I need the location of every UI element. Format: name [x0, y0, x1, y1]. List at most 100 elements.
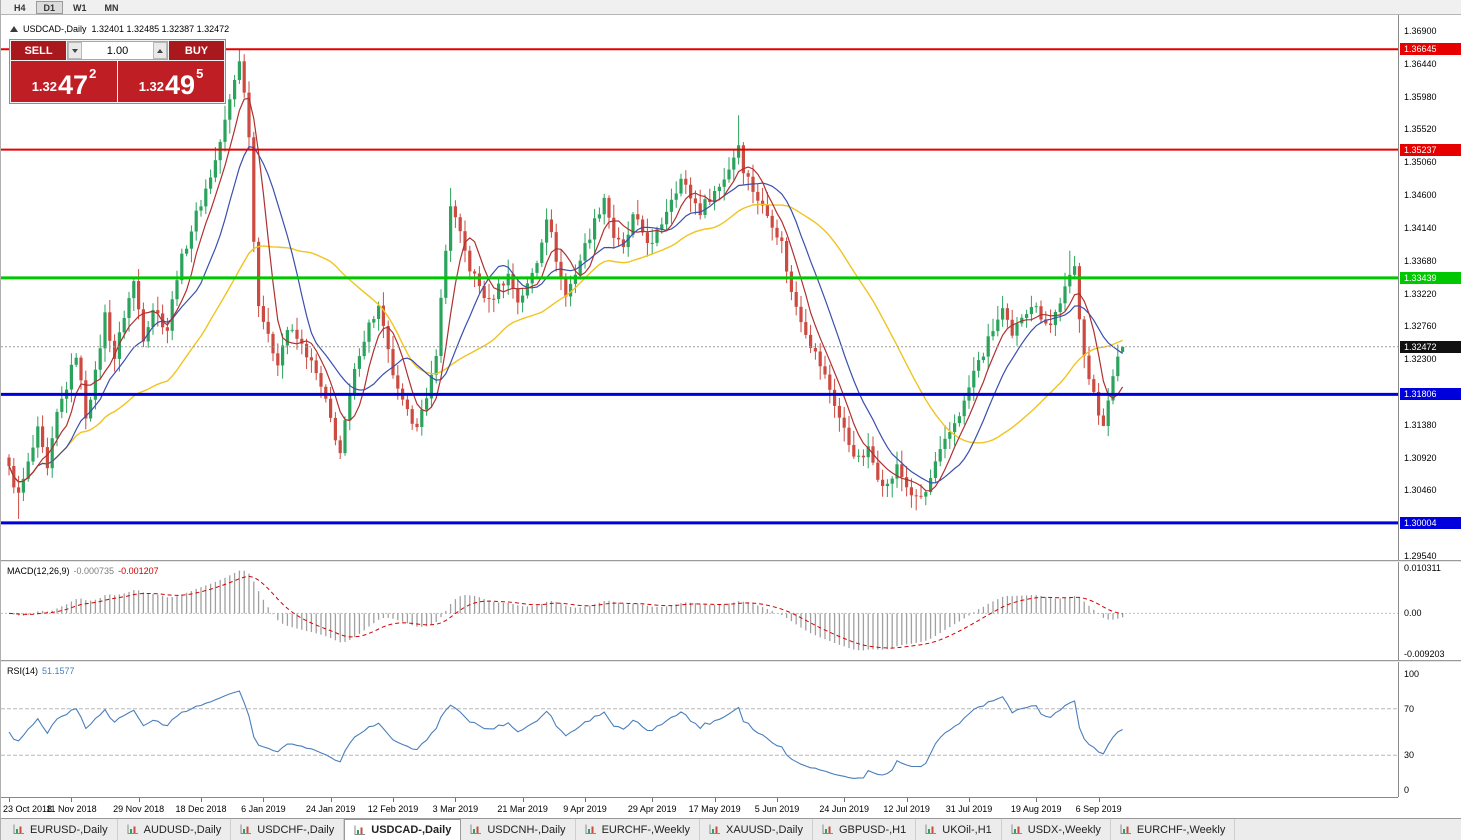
line-price-tag-1.36645[interactable]: 1.36645: [1400, 43, 1461, 56]
timeframe-button-MN[interactable]: MN: [104, 2, 119, 13]
chart-tab-xauusd-daily[interactable]: XAUUSD-,Daily: [700, 819, 813, 840]
macd-signal-value: -0.001207: [118, 566, 159, 576]
chart-title-symbol: USDCAD-,Daily: [23, 24, 87, 34]
rsi-value: 51.1577: [42, 666, 75, 676]
price-axis[interactable]: 1.36900 1.36440 1.35980 1.35520 1.35060 1.346…: [1398, 15, 1461, 797]
time-tick: [1036, 798, 1038, 802]
date-label: 31 Jul 2019: [945, 804, 993, 814]
chart-icon: [240, 824, 252, 834]
chart-tab-usdchf-daily[interactable]: USDCHF-,Daily: [231, 819, 345, 840]
macd-signal-line: [8, 575, 1123, 649]
bid-pipette: 2: [89, 66, 97, 81]
chart-icon: [822, 824, 833, 834]
price-axis-label: 1.35520: [1404, 124, 1437, 135]
tab-label: USDCAD-,Daily: [371, 824, 452, 836]
time-tick: [263, 798, 265, 802]
chart-icon: [925, 824, 937, 834]
line-price-tag-1.31806[interactable]: 1.31806: [1400, 388, 1461, 401]
current-price-tag: 1.32472: [1400, 340, 1461, 353]
volume-spinner: 1.00: [67, 41, 168, 60]
macd-main-value: -0.000735: [73, 566, 115, 576]
time-axis[interactable]: 23 Oct 2018 11 Nov 2018 29 Nov 2018 18 Dec …: [1, 797, 1398, 818]
rsi-pane[interactable]: [1, 662, 1398, 795]
date-label: 17 May 2019: [688, 804, 741, 814]
timeframe-button-W1[interactable]: W1: [73, 2, 87, 13]
tab-label: UKOil-,H1: [942, 823, 992, 836]
price-axis-label: 1.32760: [1404, 321, 1437, 332]
ask-main: 49: [165, 70, 196, 100]
time-tick: [138, 798, 140, 802]
time-tick: [844, 798, 846, 802]
bid-prefix: 1.32: [31, 79, 58, 94]
volume-increase-button[interactable]: [153, 42, 167, 59]
line-price-tag-1.35237[interactable]: 1.35237: [1400, 143, 1461, 156]
tab-label: USDCNH-,Daily: [487, 823, 566, 836]
rsi-axis-label: 0: [1404, 785, 1410, 795]
rsi-line: [8, 690, 1123, 779]
macd-pane[interactable]: [1, 562, 1398, 660]
chart-tab-usdcnh-daily[interactable]: USDCNH-,Daily: [461, 819, 576, 840]
ask-pipette: 5: [196, 66, 204, 81]
macd-axis-label: 0.010311: [1404, 563, 1441, 573]
date-label: 6 Jan 2019: [241, 804, 286, 814]
tab-label: EURCHF-,Weekly: [601, 823, 690, 836]
chart-tab-bar: EURUSD-,Daily AUDUSD-,Daily USDCHF-,Daily U…: [1, 818, 1461, 840]
macd-axis-label: -0.009203: [1404, 649, 1445, 659]
chart-tab-usdx-weekly[interactable]: USDX-,Weekly: [1002, 819, 1111, 840]
chart-tab-audusd-daily[interactable]: AUDUSD-,Daily: [118, 819, 232, 840]
tab-label: GBPUSD-,H1: [839, 823, 907, 836]
tab-label: AUDUSD-,Daily: [143, 823, 222, 836]
collapse-arrow-icon[interactable]: [10, 26, 18, 32]
chart-tab-usdcad-daily[interactable]: USDCAD-,Daily: [344, 819, 462, 840]
chart-icon: [585, 824, 596, 834]
date-label: 9 Apr 2019: [563, 804, 607, 814]
date-label: 18 Dec 2018: [175, 804, 227, 814]
chart-tab-gbpusd-h1[interactable]: GBPUSD-,H1: [813, 819, 917, 840]
tab-label: EURCHF-,Weekly: [1136, 823, 1226, 836]
chart-tab-eurchf-weekly[interactable]: EURCHF-,Weekly: [576, 819, 700, 840]
chart-icon: [470, 824, 482, 834]
rsi-axis-label: 30: [1404, 750, 1415, 761]
time-tick: [585, 798, 586, 802]
time-tick: [1098, 798, 1100, 802]
pane-separator-macd[interactable]: [1, 560, 1461, 562]
ask-price-button[interactable]: 1.32 49 5: [118, 61, 224, 102]
timeframe-toolbar: H4 D1 W1 MN: [1, 0, 1461, 15]
time-tick: [330, 798, 332, 802]
time-tick: [652, 798, 654, 802]
date-label: 24 Jan 2019: [305, 804, 356, 814]
main-price-pane[interactable]: [1, 15, 1398, 560]
tab-label: USDCHF-,Daily: [257, 823, 335, 836]
line-price-tag-1.33439[interactable]: 1.33439: [1400, 271, 1461, 284]
timeframe-button-D1[interactable]: D1: [35, 0, 64, 14]
buy-button[interactable]: BUY: [169, 41, 224, 60]
time-tick: [201, 798, 202, 802]
price-axis-label: 1.35060: [1404, 157, 1437, 168]
volume-decrease-button[interactable]: [68, 42, 82, 59]
bid-price-button[interactable]: 1.32 47 2: [11, 61, 117, 102]
chart-icon: [13, 824, 24, 834]
price-axis-label: 1.33220: [1404, 288, 1437, 299]
chart-icon: [127, 824, 138, 834]
chart-icon: [1120, 824, 1131, 834]
date-label: 11 Nov 2018: [46, 804, 97, 814]
date-label: 12 Feb 2019: [367, 804, 419, 814]
price-axis-label: 1.32300: [1404, 354, 1437, 365]
date-label: 29 Nov 2018: [113, 804, 165, 814]
volume-input[interactable]: 1.00: [106, 44, 129, 57]
macd-indicator-label: MACD(12,26,9) -0.000735 -0.001207: [7, 566, 159, 576]
date-label: 29 Apr 2019: [627, 804, 677, 814]
pane-separator-rsi[interactable]: [1, 660, 1461, 662]
chart-tab-eurusd-daily[interactable]: EURUSD-,Daily: [4, 819, 118, 840]
ask-prefix: 1.32: [138, 79, 165, 94]
sell-button[interactable]: SELL: [11, 41, 66, 60]
time-tick: [906, 798, 908, 802]
chart-tab-eurchf-weekly[interactable]: EURCHF-,Weekly: [1111, 819, 1236, 840]
date-label: 21 Mar 2019: [497, 804, 548, 814]
date-label: 12 Jul 2019: [883, 804, 930, 814]
tab-label: XAUUSD-,Daily: [725, 823, 803, 836]
line-price-tag-1.30004[interactable]: 1.30004: [1400, 516, 1461, 529]
chart-tab-ukoil-h1[interactable]: UKOil-,H1: [916, 819, 1002, 840]
timeframe-button-H4[interactable]: H4: [14, 2, 26, 13]
